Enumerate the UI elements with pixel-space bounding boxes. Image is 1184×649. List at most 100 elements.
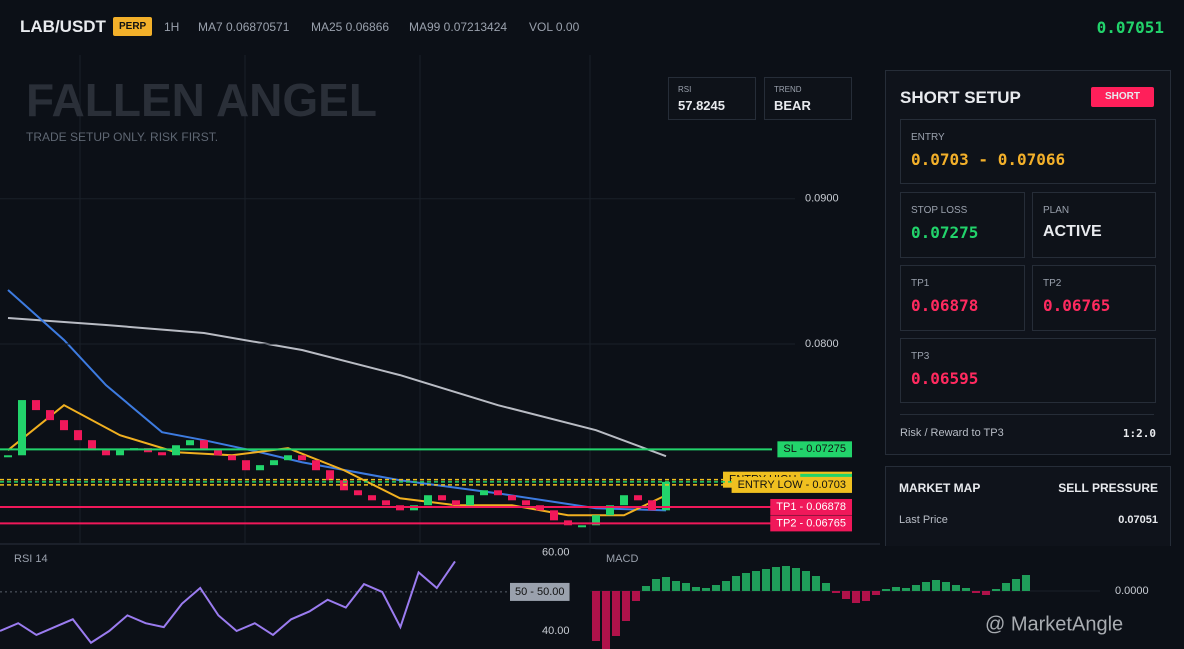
candle — [634, 495, 642, 501]
macd-bar — [872, 591, 880, 595]
macd-bar — [692, 587, 700, 591]
macd-bar — [822, 583, 830, 591]
candle — [648, 500, 656, 511]
macd-bar — [622, 591, 630, 621]
rr-label: Risk / Reward to TP3 — [900, 427, 1004, 439]
candle — [200, 440, 208, 451]
macd-bar — [762, 569, 770, 591]
candle — [102, 450, 110, 456]
level-tag — [731, 476, 852, 493]
candle — [424, 495, 432, 506]
watermark: @ MarketAngle — [985, 613, 1123, 635]
card-label: TP1 — [911, 278, 930, 289]
candle — [242, 460, 250, 471]
macd-bar — [612, 591, 620, 636]
card-value: 0.06595 — [911, 369, 979, 388]
candle — [662, 481, 670, 511]
sl-card: STOP LOSS 0.07275 — [900, 192, 1025, 258]
watermark-subtitle: TRADE SETUP ONLY. RISK FIRST. — [26, 130, 218, 144]
short-badge: SHORT — [1091, 87, 1154, 107]
candle — [368, 495, 376, 501]
last-price: 0.07051 — [1096, 18, 1164, 37]
rsi-box: RSI 57.8245 — [668, 77, 756, 120]
candle — [312, 460, 320, 471]
ma-line — [7, 289, 667, 512]
macd-bar — [732, 576, 740, 591]
candle — [578, 525, 586, 528]
card-label: ENTRY — [911, 132, 945, 143]
macd-bar — [902, 588, 910, 591]
y-tick-label: 0.0900 — [805, 193, 839, 205]
macd-bar — [802, 571, 810, 591]
watermark-title: FALLEN ANGEL — [26, 74, 377, 126]
last-price-label: Last Price — [899, 514, 948, 526]
macd-bar — [792, 568, 800, 591]
candle — [606, 505, 614, 516]
candle — [88, 440, 96, 451]
candle — [438, 495, 446, 501]
candle — [32, 400, 40, 411]
macd-bar — [982, 591, 990, 595]
candle — [74, 430, 82, 441]
rsi-value: 57.8245 — [678, 98, 725, 113]
macd-bar — [932, 580, 940, 591]
candle — [270, 460, 278, 466]
level-tag — [770, 515, 852, 532]
macd-bar — [772, 567, 780, 591]
ma99-legend: MA99 0.07213424 — [409, 20, 508, 34]
plan-card: PLAN ACTIVE — [1032, 192, 1156, 258]
trend-label: TREND — [774, 85, 802, 94]
candle — [508, 495, 516, 501]
candle — [116, 450, 124, 456]
macd-plot: 0.0000 — [590, 566, 1149, 649]
market-map-title: MARKET MAP — [899, 481, 981, 495]
candle — [46, 410, 54, 421]
candle — [228, 455, 236, 461]
candle — [354, 490, 362, 496]
macd-bar — [682, 583, 690, 591]
candle — [4, 455, 12, 458]
trend-box: TREND BEAR — [764, 77, 852, 120]
macd-bar — [812, 576, 820, 591]
candle — [256, 465, 264, 471]
candle — [186, 440, 194, 446]
rsi-title: RSI 14 — [14, 553, 48, 565]
tp2-card: TP2 0.06765 — [1032, 265, 1156, 331]
macd-bar — [952, 585, 960, 591]
ma25-legend: MA25 0.06866 — [311, 20, 390, 34]
level-label: TP1 - 0.06878 — [776, 501, 846, 513]
macd-bar — [642, 586, 650, 591]
candle — [480, 490, 488, 496]
setup-panel: SHORT SETUP SHORT ENTRY 0.0703 - 0.07066 … — [885, 70, 1171, 455]
macd-bar — [712, 585, 720, 591]
card-label: TP3 — [911, 351, 930, 362]
candle — [620, 495, 628, 506]
candle — [60, 420, 68, 431]
candle — [494, 490, 502, 496]
level-tag — [777, 441, 852, 458]
macd-title: MACD — [606, 553, 638, 565]
macd-bar — [1012, 579, 1020, 591]
symbol: LAB/USDT — [20, 17, 106, 36]
level-label: ENTRY LOW - 0.0703 — [738, 479, 846, 491]
macd-bar — [892, 587, 900, 591]
candle — [592, 515, 600, 526]
trend-value: BEAR — [774, 98, 811, 113]
macd-bar — [922, 582, 930, 591]
card-value: 0.06878 — [911, 296, 979, 315]
macd-bar — [942, 582, 950, 591]
separator — [900, 414, 1154, 415]
volume: VOL 0.00 — [529, 20, 580, 34]
macd-bar — [842, 591, 850, 599]
macd-bar — [832, 591, 840, 593]
card-value: 0.06765 — [1043, 296, 1111, 315]
card-value: ACTIVE — [1043, 223, 1102, 240]
card-label: PLAN — [1043, 205, 1070, 216]
candle — [298, 455, 306, 461]
candle — [522, 500, 530, 506]
interval: 1H — [164, 20, 180, 34]
macd-bar — [742, 573, 750, 591]
macd-bar — [652, 579, 660, 591]
